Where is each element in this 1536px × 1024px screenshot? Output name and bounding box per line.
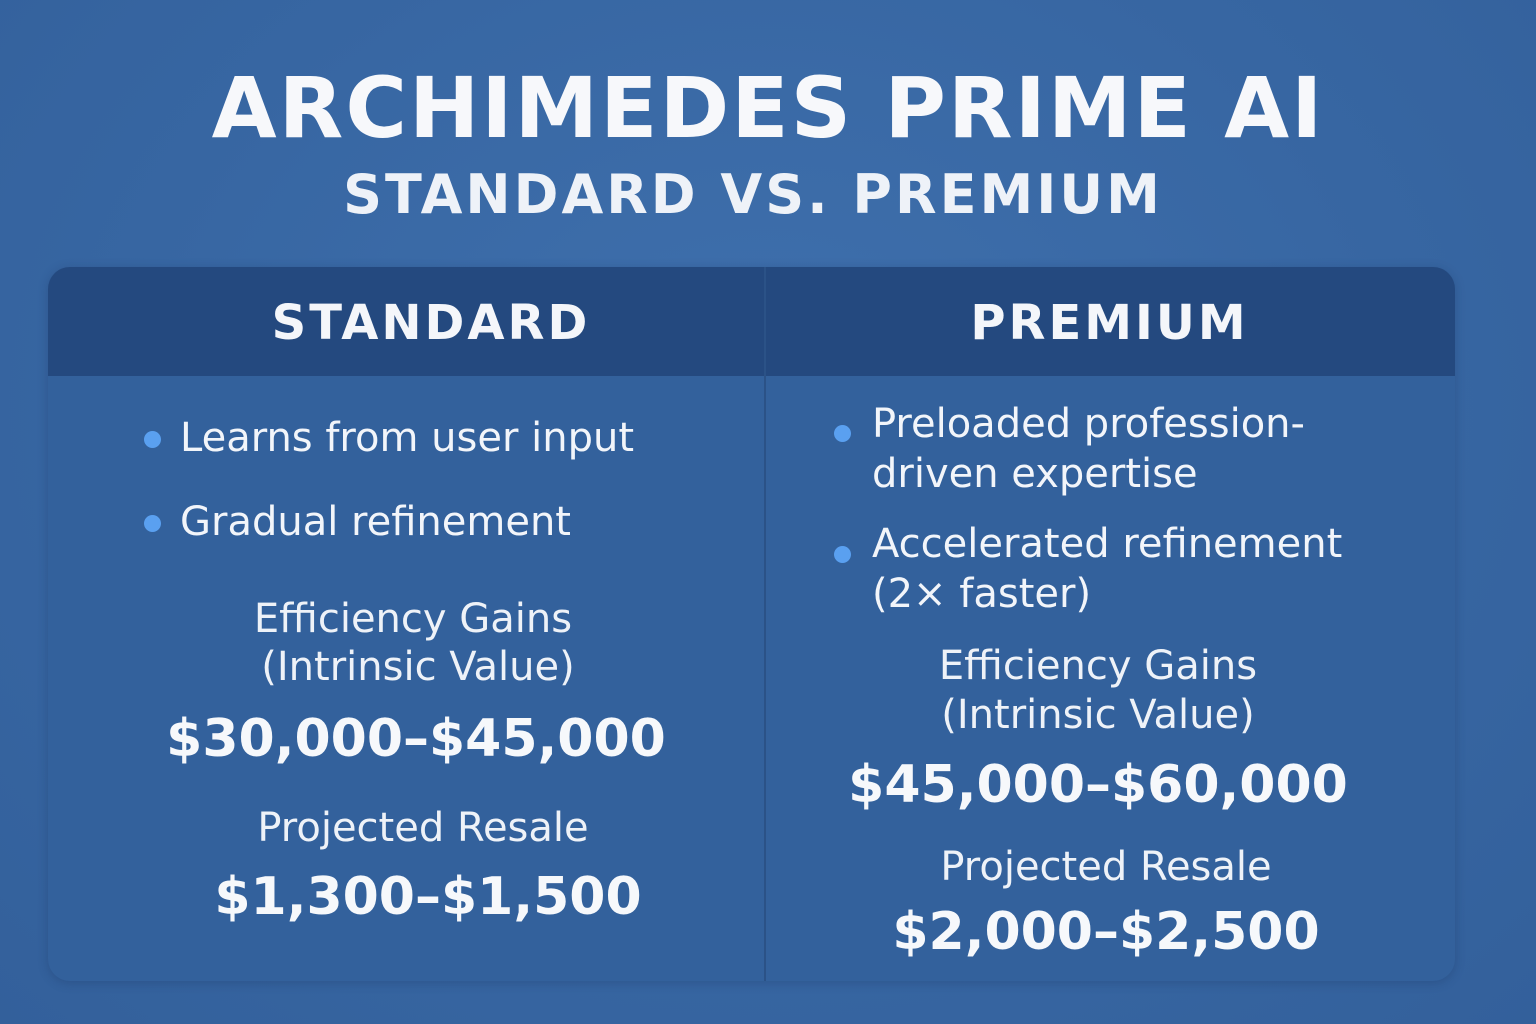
standard-efficiency-sublabel: (Intrinsic Value) <box>261 644 575 690</box>
bullet-text-line1: Preloaded profession- <box>872 401 1305 447</box>
premium-efficiency-sublabel: (Intrinsic Value) <box>941 692 1255 738</box>
premium-resale-value: $2,000–$2,500 <box>892 902 1320 962</box>
standard-efficiency-value: $30,000–$45,000 <box>166 709 666 769</box>
bullet-text: Learns from user input <box>180 415 635 461</box>
standard-column-heading: STANDARD <box>271 295 591 351</box>
column-divider <box>764 267 766 981</box>
standard-resale-label: Projected Resale <box>257 805 589 851</box>
standard-efficiency-label: Efficiency Gains <box>253 596 573 642</box>
bullet-dot-icon <box>834 425 851 442</box>
standard-resale-value: $1,300–$1,500 <box>214 867 642 927</box>
page-subtitle: STANDARD VS. PREMIUM <box>343 163 1163 226</box>
bullet-dot-icon <box>834 546 851 563</box>
premium-resale-label: Projected Resale <box>940 844 1272 890</box>
premium-efficiency-label: Efficiency Gains <box>938 643 1258 689</box>
premium-efficiency-value: $45,000–$60,000 <box>848 755 1348 815</box>
bullet-text-line2: (2× faster) <box>872 571 1092 617</box>
premium-column-heading: PREMIUM <box>970 295 1249 351</box>
table-header-row <box>48 267 1455 376</box>
bullet-dot-icon <box>144 431 161 448</box>
bullet-text: Gradual refinement <box>180 499 571 545</box>
bullet-text-line2: driven expertise <box>872 451 1198 497</box>
page-title: ARCHIMEDES PRIME AI <box>211 59 1325 157</box>
bullet-dot-icon <box>144 515 161 532</box>
comparison-table: STANDARD PREMIUM Learns from user input … <box>48 267 1455 981</box>
bullet-text-line1: Accelerated refinement <box>872 521 1343 567</box>
